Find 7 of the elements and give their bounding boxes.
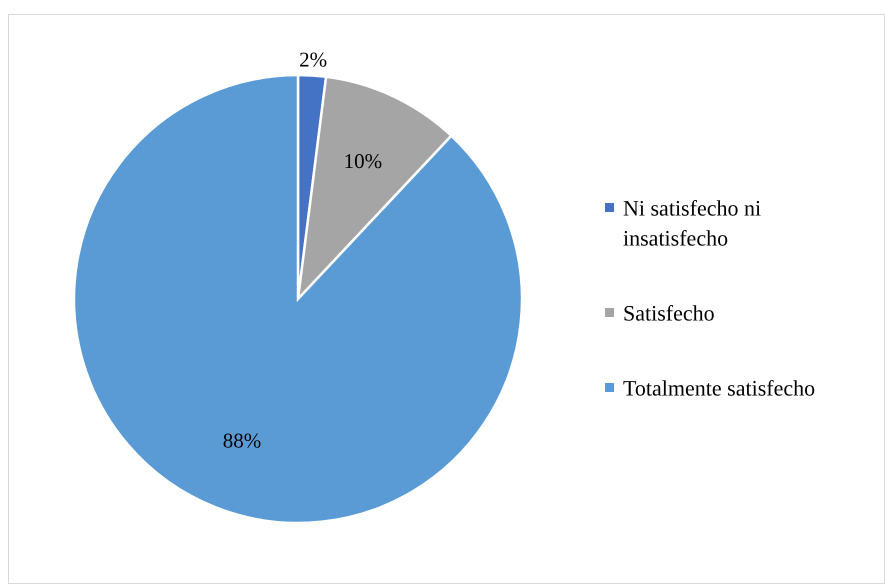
legend-label: Satisfecho bbox=[623, 300, 715, 326]
data-label: 2% bbox=[299, 47, 328, 72]
data-label: 88% bbox=[222, 428, 262, 453]
legend-label: Ni satisfecho ni insatisfecho bbox=[623, 196, 762, 250]
pie-slice bbox=[72, 74, 524, 524]
data-label: 10% bbox=[344, 149, 382, 174]
legend-label: Totalmente satisfecho bbox=[623, 376, 816, 400]
